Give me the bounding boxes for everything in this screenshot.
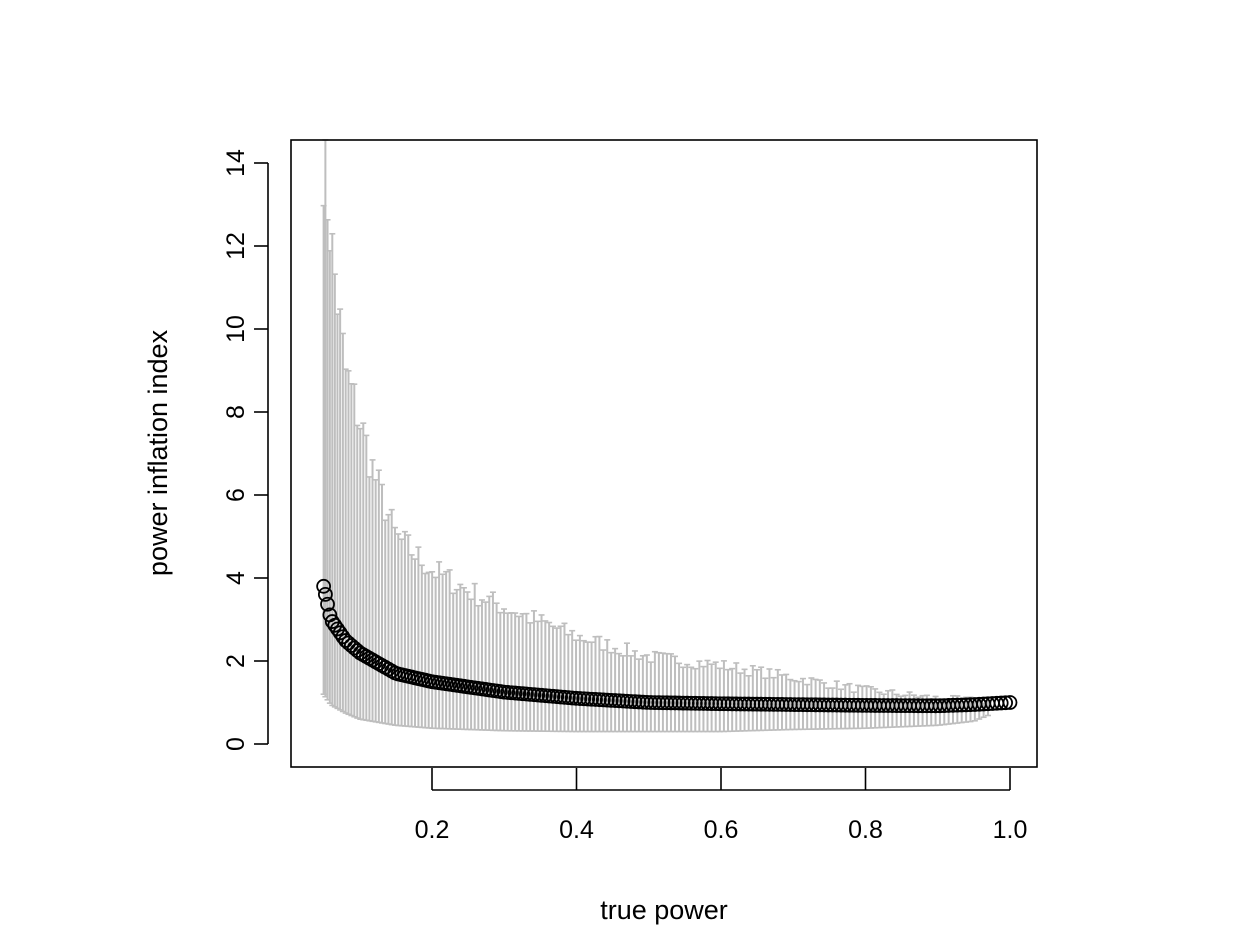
x-axis-title: true power bbox=[600, 895, 728, 925]
plot-frame bbox=[290, 139, 1038, 768]
error-bars bbox=[320, 139, 991, 733]
x-tick-label: 1.0 bbox=[993, 816, 1028, 844]
y-axis: 0 2 4 6 8 10 12 14 bbox=[222, 149, 269, 751]
x-tick-label: 0.6 bbox=[704, 816, 739, 844]
y-tick-label: 14 bbox=[222, 149, 250, 177]
y-tick-label: 8 bbox=[222, 405, 250, 419]
y-tick-label: 12 bbox=[222, 232, 250, 260]
data-points bbox=[316, 578, 1018, 714]
x-axis: 0.2 0.4 0.6 0.8 1.0 bbox=[415, 768, 1028, 844]
y-tick-label: 2 bbox=[222, 654, 250, 668]
x-tick-label: 0.4 bbox=[559, 816, 594, 844]
y-tick-label: 0 bbox=[222, 737, 250, 751]
x-tick-label: 0.8 bbox=[848, 816, 883, 844]
x-tick-label: 0.2 bbox=[415, 816, 450, 844]
y-tick-label: 6 bbox=[222, 488, 250, 502]
y-tick-label: 4 bbox=[222, 571, 250, 585]
y-tick-label: 10 bbox=[222, 315, 250, 343]
y-axis-title: power inflation index bbox=[143, 329, 173, 576]
